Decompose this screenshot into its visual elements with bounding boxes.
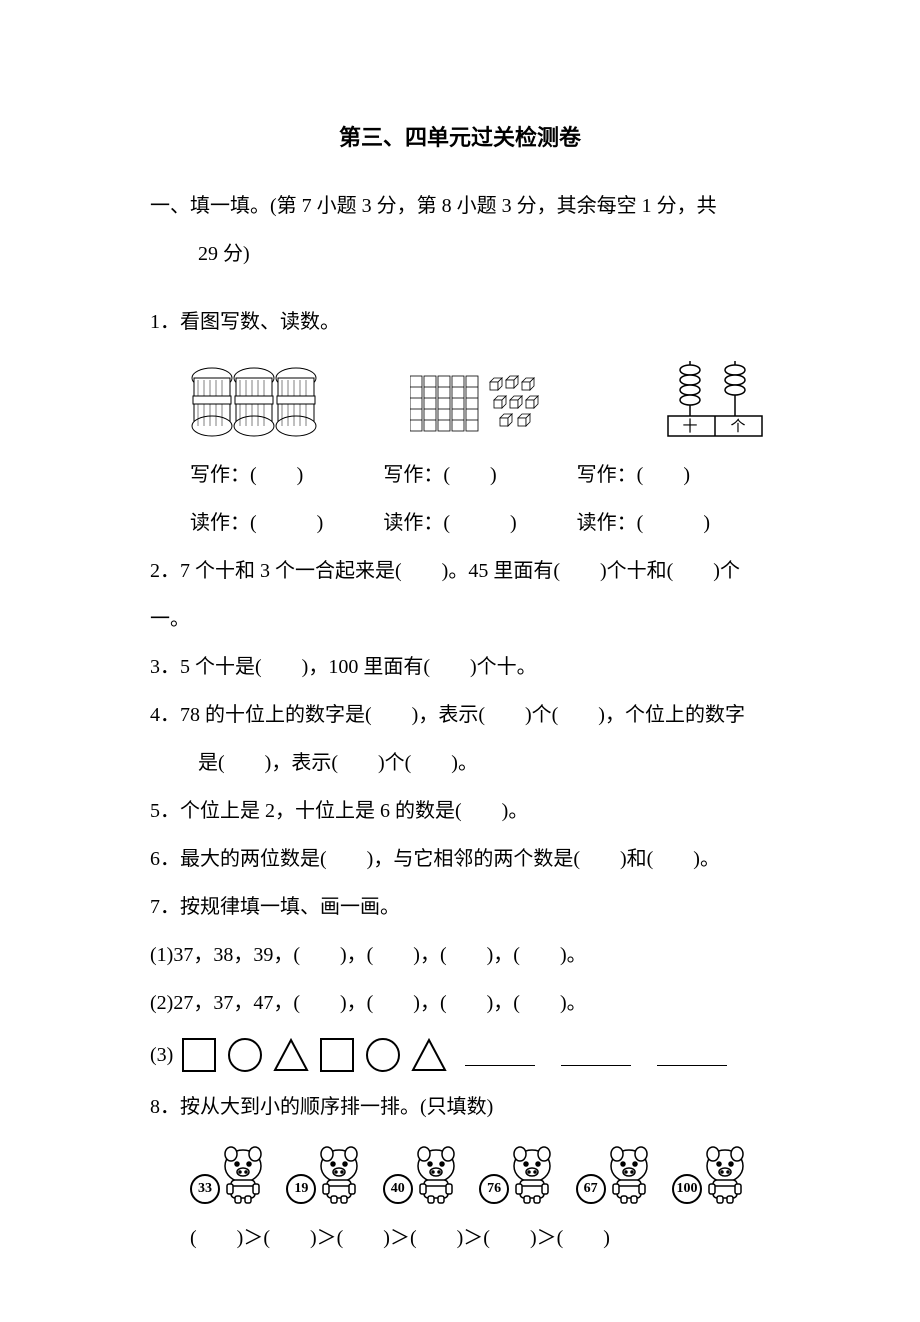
square-icon <box>179 1035 219 1075</box>
blank-1 <box>465 1045 535 1066</box>
intro-line-1: 一、填一填。(第 7 小题 3 分，第 8 小题 3 分，其余每空 1 分，共 <box>150 195 717 217</box>
pig-icon <box>411 1146 461 1204</box>
question-4-line-2: 是( )，表示( )个( )。 <box>150 739 770 787</box>
pig-number-badge: 100 <box>672 1174 702 1204</box>
pig-item: 40 <box>383 1146 461 1204</box>
document-page: 第三、四单元过关检测卷 一、填一填。(第 7 小题 3 分，第 8 小题 3 分… <box>0 0 920 1322</box>
sticks-bundle-image <box>190 366 320 441</box>
blank-3 <box>657 1045 727 1066</box>
read-col-3: 读作：( ) <box>577 499 770 547</box>
triangle-icon <box>409 1035 449 1075</box>
pig-number-badge: 67 <box>576 1174 606 1204</box>
pig-number-badge: 33 <box>190 1174 220 1204</box>
question-3: 3．5 个十是( )，100 里面有( )个十。 <box>150 643 770 691</box>
pig-icon <box>604 1146 654 1204</box>
question-1: 1．看图写数、读数。 <box>150 298 770 346</box>
pig-icon <box>314 1146 364 1204</box>
write-col-2: 写作：( ) <box>383 451 576 499</box>
intro-line-2: 29 分) <box>150 243 250 265</box>
square-icon <box>317 1035 357 1075</box>
abacus-tens-label: 十 <box>682 418 697 435</box>
pig-item: 19 <box>286 1146 364 1204</box>
write-col-1: 写作：( ) <box>190 451 383 499</box>
pig-item: 76 <box>479 1146 557 1204</box>
pig-icon <box>218 1146 268 1204</box>
q1-read-row: 读作：( ) 读作：( ) 读作：( ) <box>190 499 770 547</box>
abacus-image: 十 个 <box>660 356 770 441</box>
pig-number-badge: 40 <box>383 1174 413 1204</box>
question-7-1: (1)37，38，39，( )，( )，( )，( )。 <box>150 931 770 979</box>
triangle-icon <box>271 1035 311 1075</box>
question-7: 7．按规律填一填、画一画。 <box>150 883 770 931</box>
question-2: 2．7 个十和 3 个一合起来是( )。45 里面有( )个十和( )个一。 <box>150 547 770 643</box>
write-col-3: 写作：( ) <box>577 451 770 499</box>
pig-icon <box>700 1146 750 1204</box>
pig-number-badge: 19 <box>286 1174 316 1204</box>
circle-icon <box>363 1035 403 1075</box>
read-col-1: 读作：( ) <box>190 499 383 547</box>
pig-icon <box>507 1146 557 1204</box>
question-4-line-1: 4．78 的十位上的数字是( )，表示( )个( )，个位上的数字 <box>150 691 770 739</box>
page-title: 第三、四单元过关检测卷 <box>150 120 770 152</box>
base-ten-blocks-image <box>410 366 570 441</box>
pig-item: 100 <box>672 1146 750 1204</box>
question-7-3: (3) <box>150 1035 770 1075</box>
question-6: 6．最大的两位数是( )，与它相邻的两个数是( )和( )。 <box>150 835 770 883</box>
question-5: 5．个位上是 2，十位上是 6 的数是( )。 <box>150 787 770 835</box>
q1-images-row: 十 个 <box>190 356 770 441</box>
abacus-ones-label: 个 <box>730 418 745 435</box>
question-7-2: (2)27，37，47，( )，( )，( )，( )。 <box>150 979 770 1027</box>
compare-row: ( )＞( )＞( )＞( )＞( )＞( ) <box>190 1214 770 1262</box>
question-8: 8．按从大到小的顺序排一排。(只填数) <box>150 1083 770 1131</box>
q1-write-row: 写作：( ) 写作：( ) 写作：( ) <box>190 451 770 499</box>
pig-item: 33 <box>190 1146 268 1204</box>
section-1-intro: 一、填一填。(第 7 小题 3 分，第 8 小题 3 分，其余每空 1 分，共 … <box>150 182 770 278</box>
q7-3-label: (3) <box>150 1044 173 1067</box>
pig-item: 67 <box>576 1146 654 1204</box>
blank-2 <box>561 1045 631 1066</box>
read-col-2: 读作：( ) <box>383 499 576 547</box>
pigs-row: 33 19 <box>190 1146 750 1204</box>
pig-number-badge: 76 <box>479 1174 509 1204</box>
circle-icon <box>225 1035 265 1075</box>
